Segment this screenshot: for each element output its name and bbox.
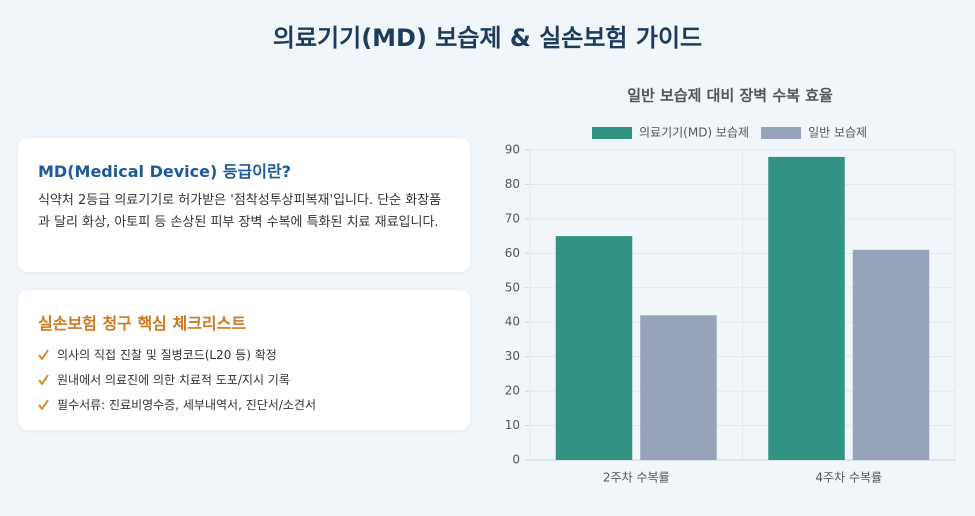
chart-title: 일반 보습제 대비 장벽 수복 효율 — [627, 87, 833, 105]
y-tick-label: 20 — [505, 384, 520, 398]
info-card: MD(Medical Device) 등급이란? 식약처 2등급 의료기기로 허… — [18, 138, 470, 272]
bar — [852, 249, 930, 460]
legend-label: 일반 보습제 — [808, 126, 867, 140]
checklist-item: 필수서류: 진료비영수증, 세부내역서, 진단서/소견서 — [38, 392, 450, 417]
check-icon — [38, 349, 49, 360]
y-tick-label: 90 — [505, 143, 520, 157]
bar — [640, 315, 717, 460]
y-tick-label: 60 — [505, 246, 520, 260]
check-icon — [38, 399, 49, 410]
y-tick-label: 10 — [505, 418, 520, 432]
x-tick-label: 4주차 수복률 — [815, 471, 882, 485]
checklist-text: 원내에서 의료진에 의한 치료적 도포/지시 기록 — [57, 373, 290, 387]
check-icon — [38, 374, 49, 385]
bar — [555, 236, 633, 460]
legend-label: 의료기기(MD) 보습제 — [639, 126, 749, 140]
y-tick-label: 0 — [512, 453, 520, 467]
y-tick-label: 50 — [505, 280, 520, 294]
legend-swatch — [592, 127, 632, 139]
y-tick-label: 30 — [505, 349, 520, 363]
card-text: 식약처 2등급 의료기기로 허가받은 '점착성투상피복재'입니다. 단순 화장품… — [38, 193, 442, 230]
bar — [768, 156, 845, 460]
legend-swatch — [761, 127, 802, 139]
checklist-text: 필수서류: 진료비영수증, 세부내역서, 진단서/소견서 — [57, 398, 316, 412]
card-title: MD(Medical Device) 등급이란? — [38, 162, 291, 181]
y-tick-label: 80 — [505, 177, 520, 191]
y-tick-label: 70 — [505, 211, 520, 225]
checklist-item: 의사의 직접 진찰 및 질병코드(L20 등) 확정 — [38, 342, 450, 367]
checklist-item: 원내에서 의료진에 의한 치료적 도포/지시 기록 — [38, 367, 450, 392]
page-title: 의료기기(MD) 보습제 & 실손보험 가이드 — [272, 24, 703, 52]
card-title: 실손보험 청구 핵심 체크리스트 — [38, 314, 247, 333]
checklist-card: 실손보험 청구 핵심 체크리스트 의사의 직접 진찰 및 질병코드(L20 등)… — [18, 290, 470, 430]
checklist-text: 의사의 직접 진찰 및 질병코드(L20 등) 확정 — [57, 348, 277, 362]
chart: 일반 보습제 대비 장벽 수복 효율 0 10 20 30 40 50 60 70 80 90 의료… — [505, 87, 956, 485]
y-tick-label: 40 — [505, 315, 520, 329]
x-tick-label: 2주차 수복률 — [603, 471, 670, 485]
